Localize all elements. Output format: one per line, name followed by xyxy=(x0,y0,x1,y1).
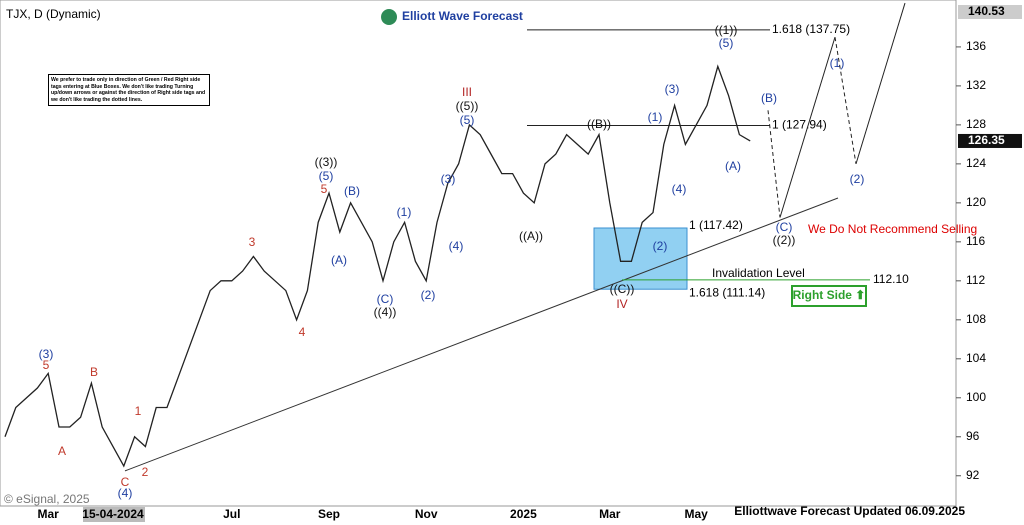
wave-label: (A) xyxy=(331,253,347,267)
wave-label: B xyxy=(90,365,98,379)
wave-label: (1) xyxy=(830,56,845,70)
y-tick-label: 100 xyxy=(966,390,986,404)
wave-label: (2) xyxy=(653,239,668,253)
wave-label: ((A)) xyxy=(519,229,543,243)
wave-label: (3) xyxy=(441,172,456,186)
y-tick-label: 96 xyxy=(966,429,980,443)
invalidation-value: 112.10 xyxy=(873,272,909,286)
projection-segment xyxy=(767,110,781,218)
y-tick-label: 124 xyxy=(966,156,986,170)
y-tick-label: 104 xyxy=(966,351,986,365)
fib-label: 1.618 (137.75) xyxy=(772,22,850,36)
wave-label: (A) xyxy=(725,159,741,173)
x-tick-label: Jul xyxy=(223,507,240,521)
wave-label: ((2)) xyxy=(773,233,796,247)
wave-label: ((1)) xyxy=(715,23,738,37)
copyright: © eSignal, 2025 xyxy=(4,492,90,506)
y-tick-label: 120 xyxy=(966,195,986,209)
logo xyxy=(381,9,397,25)
invalidation-label: Invalidation Level xyxy=(712,266,805,280)
x-tick-label: 15-04-2024 xyxy=(82,507,144,521)
x-tick-label: Mar xyxy=(599,507,621,521)
x-tick-label: Mar xyxy=(38,507,60,521)
trendline xyxy=(124,197,839,472)
fib-label: 1 (127.94) xyxy=(772,118,827,132)
wave-label: (4) xyxy=(118,486,133,500)
projection-segment xyxy=(855,2,906,165)
wave-label: (2) xyxy=(421,288,436,302)
right-side-box xyxy=(791,285,867,307)
wave-label: ((B)) xyxy=(587,117,611,131)
y-tick-label: 92 xyxy=(966,468,980,482)
wave-label: ((3)) xyxy=(315,155,338,169)
wave-label: (1) xyxy=(397,205,412,219)
brand: Elliott Wave Forecast xyxy=(402,9,523,23)
y-tick-label: 112 xyxy=(966,273,985,287)
y-tick-label: 128 xyxy=(966,117,986,131)
wave-label: (2) xyxy=(850,172,865,186)
wave-label: 5 xyxy=(321,182,328,196)
price-label: 140.53 xyxy=(968,4,1005,18)
wave-label: ((5)) xyxy=(456,99,479,113)
wave-label: IV xyxy=(616,297,627,311)
wave-label: A xyxy=(58,444,66,458)
wave-label: (5) xyxy=(719,36,734,50)
wave-label: 2 xyxy=(142,465,149,479)
fib-label: 1 (117.42) xyxy=(689,218,743,232)
wave-label: C xyxy=(121,475,130,489)
projection-segment xyxy=(834,37,857,164)
y-tick-label: 116 xyxy=(966,234,985,248)
wave-label: (5) xyxy=(460,113,475,127)
wave-label: (C) xyxy=(776,220,793,234)
x-tick-label: Sep xyxy=(318,507,340,521)
wave-label: (B) xyxy=(344,184,360,198)
wave-label: (3) xyxy=(665,82,680,96)
wave-label: 3 xyxy=(249,235,256,249)
wave-label: (B) xyxy=(761,91,777,105)
wave-label: (3) xyxy=(39,347,54,361)
date-highlight xyxy=(83,507,145,522)
projection-segment xyxy=(779,37,836,218)
right-side: Right Side ⬆ xyxy=(793,288,866,302)
y-tick-label: 132 xyxy=(966,78,986,92)
wave-label: 4 xyxy=(299,325,306,339)
wave-label: (5) xyxy=(319,169,334,183)
chart-title: TJX, D (Dynamic) xyxy=(6,7,101,21)
fib-label: 1.618 (111.14) xyxy=(689,285,765,299)
wave-label: ((4)) xyxy=(374,305,397,319)
wave-label: ((C)) xyxy=(610,282,635,296)
wave-label: 5 xyxy=(43,358,50,372)
x-tick-label: May xyxy=(685,507,709,521)
price-line xyxy=(4,64,751,468)
wave-label: (C) xyxy=(377,292,394,306)
wave-label: (4) xyxy=(672,182,687,196)
x-tick-label: Nov xyxy=(415,507,438,521)
y-tick-label: 108 xyxy=(966,312,986,326)
wave-label: III xyxy=(462,85,472,99)
blue-box xyxy=(593,227,688,290)
disclaimer: We prefer to trade only in direction of … xyxy=(48,74,210,106)
price-box xyxy=(958,5,1022,19)
price-label: 126.35 xyxy=(968,133,1005,147)
warning: We Do Not Recommend Selling xyxy=(808,222,977,236)
wave-label: 1 xyxy=(135,404,142,418)
y-tick-label: 136 xyxy=(966,39,986,53)
footer: Elliottwave Forecast Updated 06.09.2025 xyxy=(734,504,965,518)
x-tick-label: 2025 xyxy=(510,507,537,521)
wave-label: (1) xyxy=(648,110,663,124)
price-box xyxy=(958,133,1022,148)
wave-label: (4) xyxy=(449,239,464,253)
